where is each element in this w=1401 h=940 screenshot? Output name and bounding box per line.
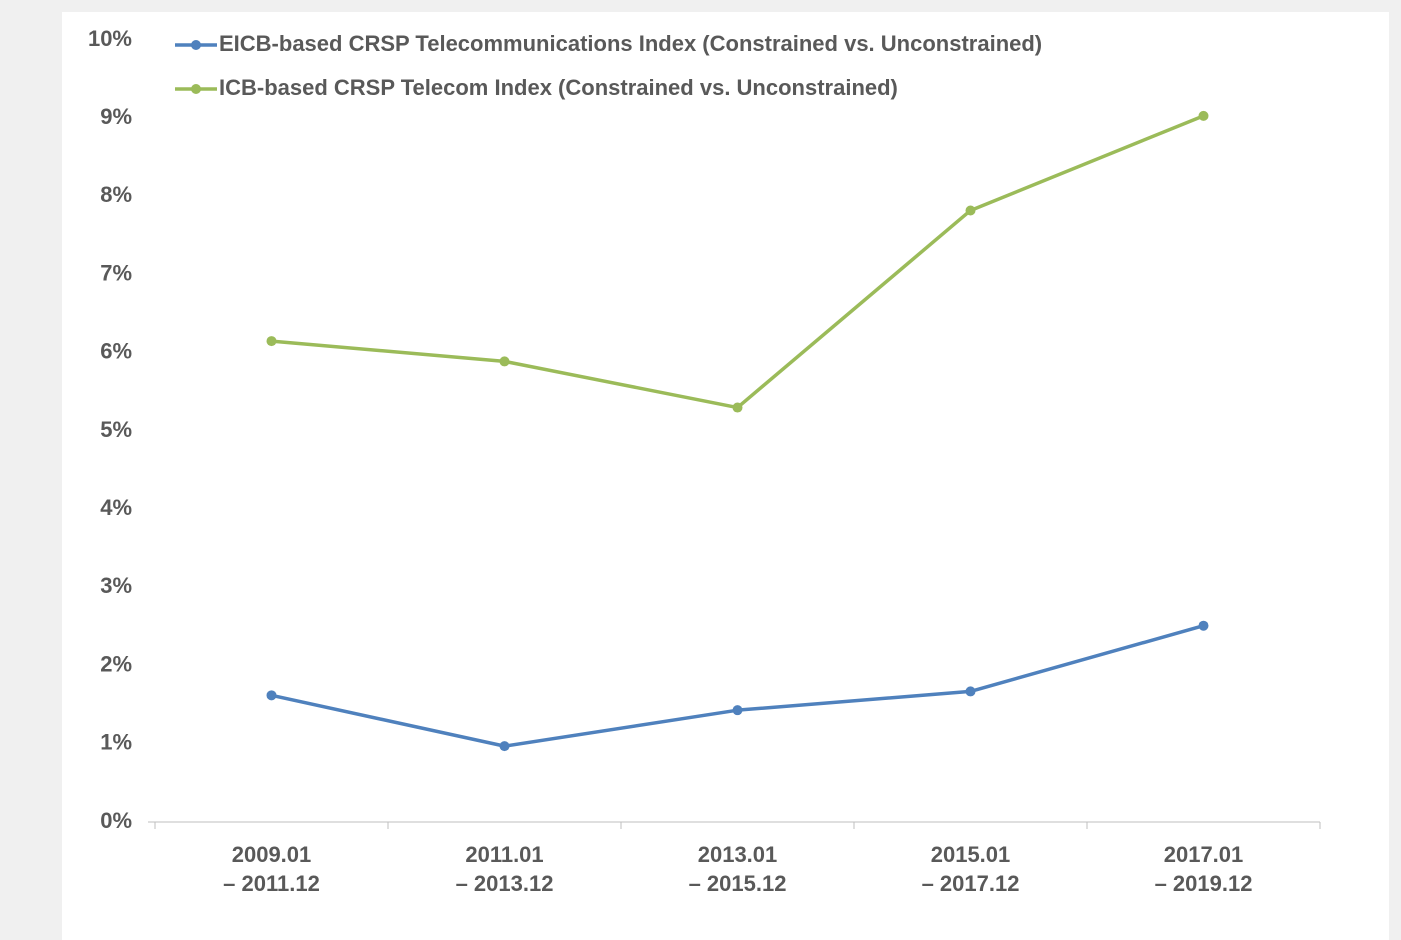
x-tick-label: 2017.01 – 2019.12: [1155, 842, 1253, 896]
y-tick-label: 6%: [100, 339, 132, 364]
x-tick-label-line: 2017.01: [1164, 842, 1244, 867]
y-tick-label: 1%: [100, 730, 132, 755]
point: [1198, 110, 1209, 121]
legend-label: EICB-based CRSP Telecommunications Index…: [219, 31, 1042, 56]
x-tick-label: 2015.01 – 2017.12: [922, 842, 1020, 896]
x-tick-label-line: – 2011.12: [223, 871, 320, 896]
y-tick-label: 9%: [100, 104, 132, 129]
x-tick-label-line: – 2019.12: [1155, 871, 1253, 896]
point: [1198, 620, 1209, 631]
point: [965, 205, 976, 216]
y-tick-label: 4%: [100, 495, 132, 520]
y-tick-label: 10%: [88, 26, 132, 51]
point: [732, 402, 743, 413]
legend-marker: [191, 40, 201, 50]
point: [266, 690, 277, 701]
x-tick-label-line: 2015.01: [931, 842, 1011, 867]
y-tick-label: 3%: [100, 573, 132, 598]
point: [499, 356, 510, 367]
x-tick-label: 2009.01 – 2011.12: [223, 842, 320, 896]
x-tick-label: 2011.01 – 2013.12: [456, 842, 554, 896]
x-tick-label-line: 2011.01: [465, 842, 543, 867]
point: [266, 336, 277, 347]
point: [965, 686, 976, 697]
x-tick-label: 2013.01 – 2015.12: [689, 842, 787, 896]
legend-label: ICB-based CRSP Telecom Index (Constraine…: [219, 75, 898, 100]
x-tick-label-line: 2009.01: [232, 842, 312, 867]
x-tick-label-line: – 2017.12: [922, 871, 1020, 896]
y-tick-label: 2%: [100, 651, 132, 676]
legend-marker: [191, 84, 201, 94]
point: [732, 705, 743, 716]
x-tick-label-line: – 2013.12: [456, 871, 554, 896]
point: [499, 741, 510, 752]
x-tick-label-line: – 2015.12: [689, 871, 787, 896]
chart-panel: [62, 12, 1389, 940]
y-tick-label: 8%: [100, 182, 132, 207]
y-tick-label: 7%: [100, 260, 132, 285]
y-tick-label: 0%: [100, 808, 132, 833]
y-tick-label: 5%: [100, 417, 132, 442]
x-tick-label-line: 2013.01: [698, 842, 778, 867]
